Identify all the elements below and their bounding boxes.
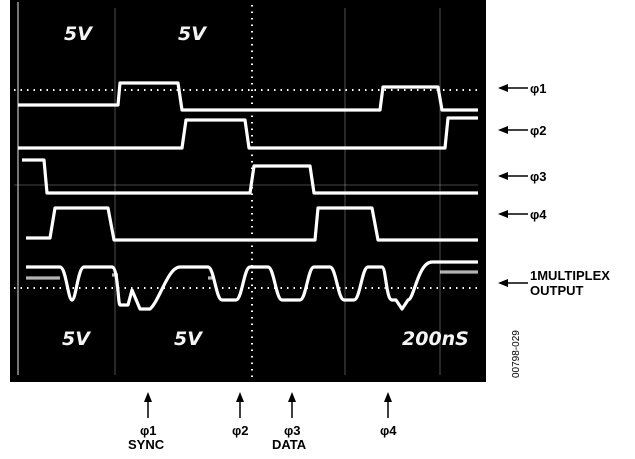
bottom-marker-phi2: φ2 bbox=[232, 392, 249, 438]
channel-label-phi2: φ2 bbox=[498, 123, 547, 138]
bottom-marker-phi4: φ4 bbox=[380, 392, 397, 438]
channel-label-phi3: φ3 bbox=[498, 169, 547, 184]
channel-label-multiplex-line2: OUTPUT bbox=[530, 283, 584, 298]
bottom-marker-phi1: φ1 SYNC bbox=[128, 392, 165, 452]
channel-label-phi1-text: φ1 bbox=[530, 81, 547, 96]
bottom-marker-phi3-line2: DATA bbox=[272, 437, 307, 452]
channel-label-phi4-text: φ4 bbox=[530, 207, 547, 222]
channel-label-phi2-text: φ2 bbox=[530, 123, 547, 138]
channel-label-multiplex-line1: 1MULTIPLEX bbox=[530, 268, 610, 283]
trace-multiplex-shadow bbox=[26, 270, 478, 280]
figure-code: 00798-029 bbox=[511, 330, 522, 378]
scope-screen bbox=[10, 0, 486, 382]
channel-label-phi3-text: φ3 bbox=[530, 169, 547, 184]
channel-label-phi4: φ4 bbox=[498, 207, 547, 222]
bottom-markers: φ1 SYNC φ2 φ3 DATA φ4 bbox=[128, 392, 397, 452]
bottom-label-ch4: 5V bbox=[174, 328, 203, 350]
trace-phi3 bbox=[22, 158, 478, 195]
bottom-marker-phi4-line1: φ4 bbox=[380, 423, 397, 438]
timebase-label: 200nS bbox=[402, 328, 469, 350]
bottom-marker-phi3: φ3 DATA bbox=[272, 392, 307, 452]
trace-phi1 bbox=[18, 81, 478, 112]
bottom-label-ch3: 5V bbox=[62, 328, 91, 350]
bottom-marker-phi2-line1: φ2 bbox=[232, 423, 249, 438]
top-label-ch2: 5V bbox=[178, 23, 207, 45]
channel-label-multiplex: 1MULTIPLEX OUTPUT bbox=[498, 268, 610, 298]
bottom-marker-phi1-line1: φ1 bbox=[140, 423, 157, 438]
trace-multiplex-output bbox=[26, 260, 478, 311]
waveform-traces bbox=[18, 81, 478, 311]
channel-labels: φ1 φ2 φ3 φ4 1MULTIPLEX OUTPUT bbox=[498, 81, 610, 298]
trace-phi4 bbox=[26, 206, 478, 242]
bottom-marker-phi3-line1: φ3 bbox=[284, 423, 301, 438]
bottom-marker-phi1-line2: SYNC bbox=[128, 437, 165, 452]
top-label-ch1: 5V bbox=[64, 23, 93, 45]
channel-label-phi1: φ1 bbox=[498, 81, 547, 96]
trace-phi2 bbox=[18, 116, 478, 150]
